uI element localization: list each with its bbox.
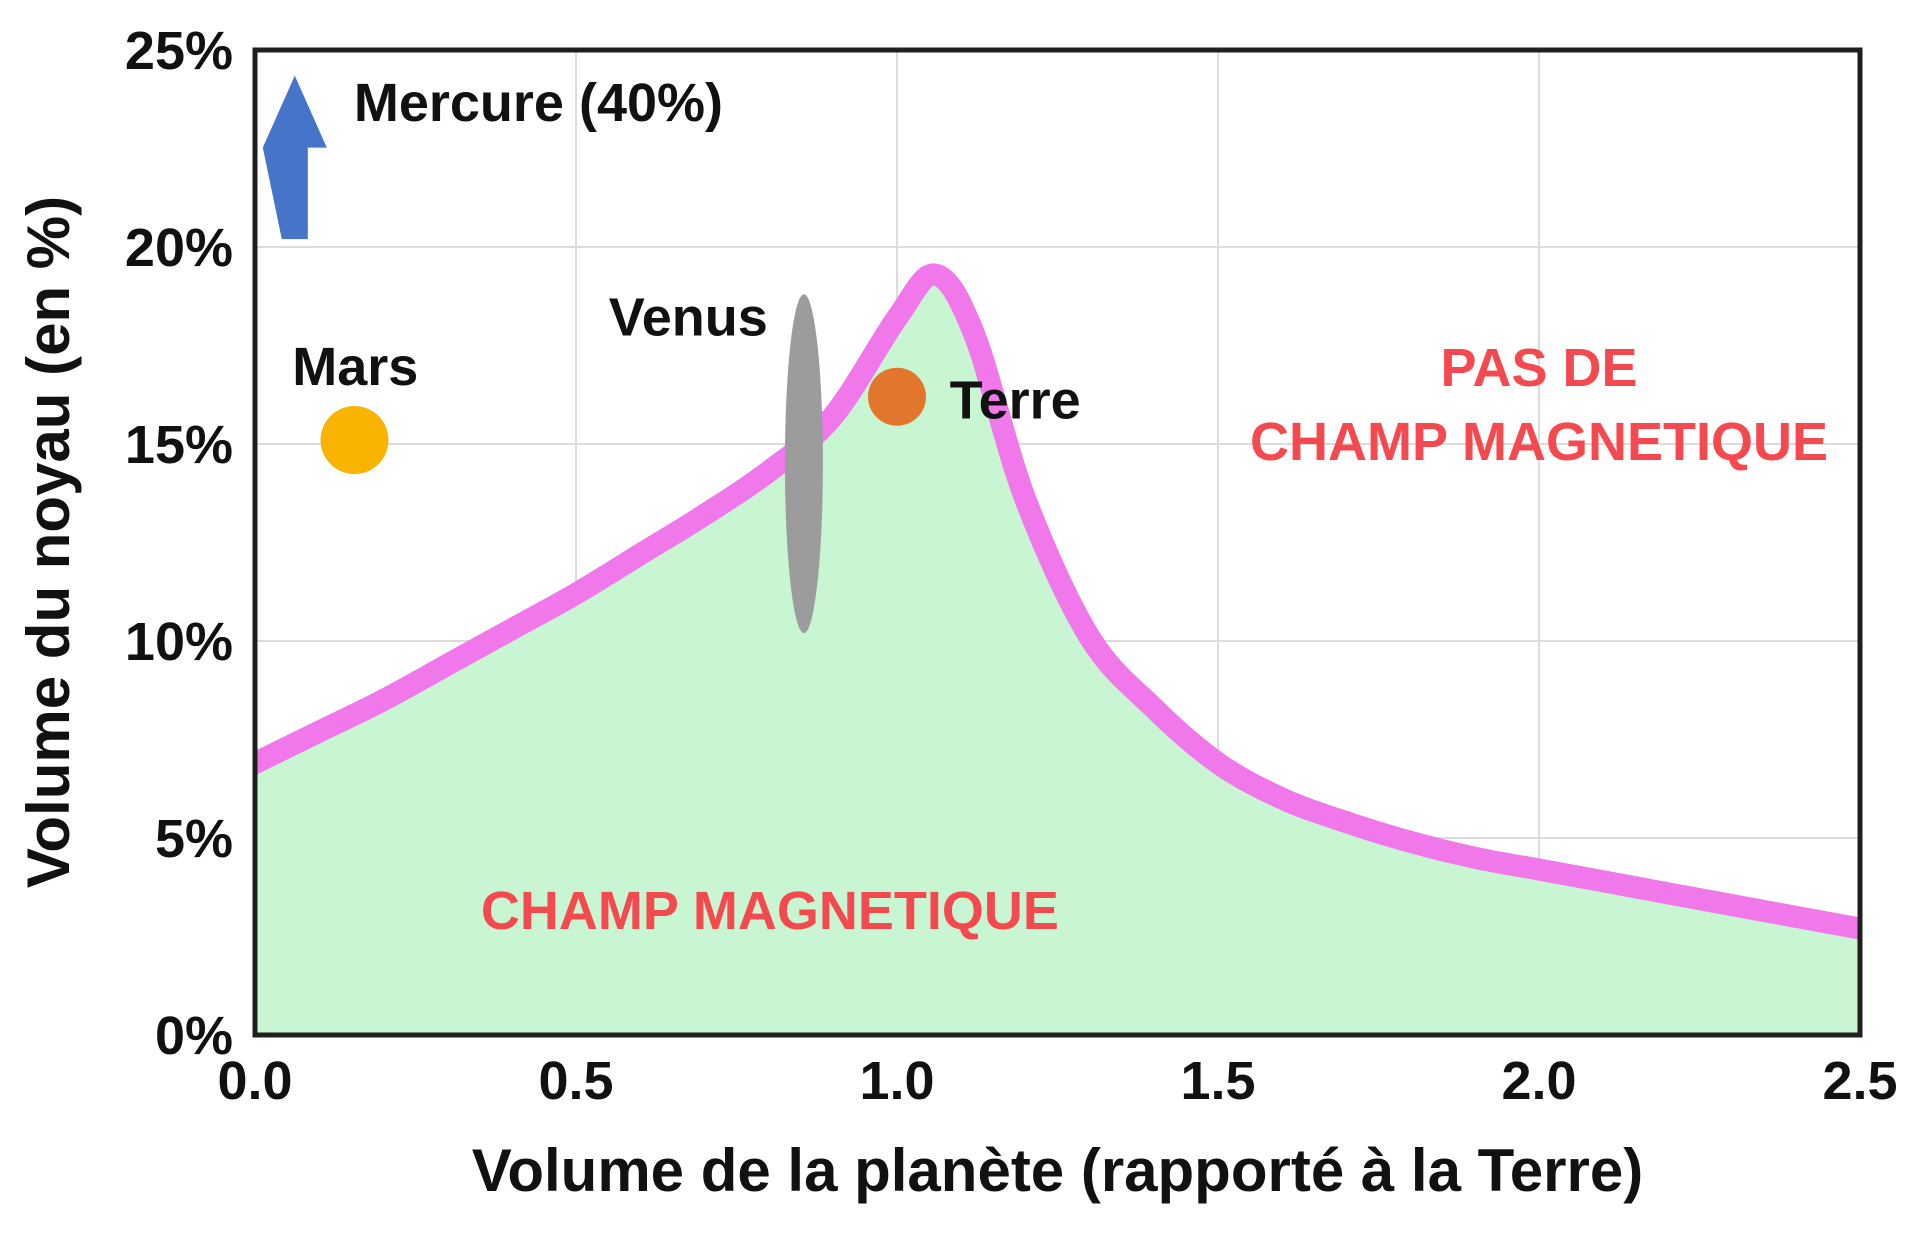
y-tick-label-0: 0% xyxy=(155,1006,233,1066)
boundary-curve xyxy=(255,263,1860,940)
marker-venus-label: Venus xyxy=(609,288,768,348)
magnetic-field-area xyxy=(255,274,1860,1035)
plot-border xyxy=(252,47,1863,1038)
x-axis-label: Volume de la planète (rapporté à la Terr… xyxy=(471,1137,1644,1204)
y-axis-label: Volume du noyau (en %) xyxy=(15,195,82,889)
y-tick-label-4: 20% xyxy=(125,218,233,278)
marker-venus xyxy=(784,294,823,634)
zone-annotation-0: CHAMP MAGNETIQUE xyxy=(481,881,1059,941)
x-tick-label-0: 0.0 xyxy=(217,1051,292,1111)
marker-mercure-40-label: Mercure (40%) xyxy=(354,73,723,133)
y-tick-label-1: 5% xyxy=(155,809,233,869)
y-tick-label-3: 15% xyxy=(125,415,233,475)
x-tick-label-2: 1.0 xyxy=(859,1051,934,1111)
marker-terre-label: Terre xyxy=(950,370,1081,430)
mercury-up-arrow-icon xyxy=(262,75,327,240)
marker-mars xyxy=(320,406,389,475)
x-tick-label-1: 0.5 xyxy=(538,1051,613,1111)
marker-mars-label: Mars xyxy=(292,337,418,397)
x-tick-label-5: 2.5 xyxy=(1822,1051,1897,1111)
y-tick-label-5: 25% xyxy=(125,21,233,81)
y-tick-label-2: 10% xyxy=(125,612,233,672)
marker-terre xyxy=(868,367,926,426)
x-tick-label-4: 2.0 xyxy=(1501,1051,1576,1111)
x-tick-label-3: 1.5 xyxy=(1180,1051,1255,1111)
zone-annotation-1: PAS DE CHAMP MAGNETIQUE xyxy=(1250,338,1828,472)
